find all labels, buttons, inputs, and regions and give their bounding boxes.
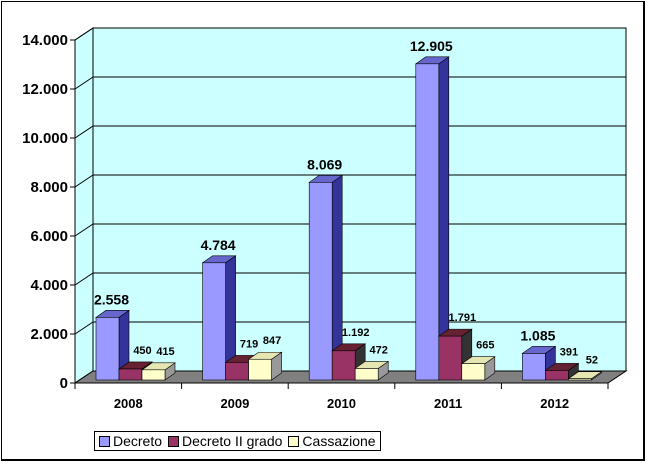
bar-decreto [308, 182, 333, 381]
data-label: 1.791 [449, 312, 477, 324]
data-label: 847 [263, 335, 281, 347]
data-label: 415 [156, 346, 174, 358]
y-tick-label: 10.000 [22, 130, 68, 147]
x-tick-label: 2011 [434, 396, 462, 411]
y-tick-label: 8.000 [30, 179, 68, 196]
x-tick-label: 2009 [220, 396, 249, 411]
back-wall [92, 27, 627, 372]
y-tick-label: 6.000 [30, 228, 68, 245]
y-tick-label: 4.000 [30, 277, 68, 294]
data-label: 12.905 [410, 38, 453, 54]
bar-decreto [522, 353, 546, 381]
gridline-side [74, 27, 94, 41]
bar-decreto-ii-grado [331, 350, 356, 381]
data-label: 2.558 [94, 291, 129, 307]
bar-decreto-ii-grado [225, 362, 249, 381]
gridline-side [74, 174, 94, 188]
legend-swatch [168, 435, 180, 447]
gridline-side [74, 321, 94, 335]
legend: Decreto Decreto II grado Cassazione [94, 431, 381, 451]
legend-label: Cassazione [302, 433, 376, 449]
legend-label: Decreto [113, 433, 163, 449]
data-label: 391 [560, 346, 578, 358]
data-label: 52 [586, 355, 598, 367]
bar-cassazione [568, 378, 592, 381]
data-label: 665 [476, 340, 494, 352]
x-tick-label: 2010 [327, 396, 356, 411]
gridline-side [74, 76, 94, 90]
legend-item: Decreto [99, 433, 162, 449]
data-label: 719 [240, 338, 258, 350]
y-tick-label: 14.000 [22, 32, 68, 49]
gridline-side [74, 125, 94, 139]
bar-decreto-ii-grado [545, 370, 569, 381]
bar-decreto [202, 262, 226, 381]
bar-cassazione [248, 358, 272, 381]
legend-item: Decreto II grado [168, 433, 282, 449]
bar-decreto-ii-grado [118, 368, 143, 381]
side-wall [74, 27, 94, 384]
y-tick-label: 2.000 [30, 326, 68, 343]
gridline-side [74, 223, 94, 237]
gridline-side [74, 272, 94, 286]
bar-decreto [95, 317, 120, 381]
bar-decreto [415, 63, 440, 381]
x-tick-label: 2008 [114, 396, 143, 411]
legend-swatch [99, 435, 110, 447]
y-tick-label: 12.000 [22, 81, 68, 98]
bar-cassazione [141, 369, 166, 381]
bar-cassazione [354, 368, 379, 381]
data-label: 472 [370, 344, 388, 356]
y-tick-label: 0 [60, 375, 68, 392]
bar-decreto-ii-grado [438, 335, 463, 381]
data-label: 450 [133, 345, 151, 357]
x-tick-label: 2012 [540, 396, 569, 411]
legend-item: Cassazione [288, 433, 376, 449]
legend-label: Decreto II grado [182, 433, 283, 449]
bar-cassazione [461, 363, 486, 381]
data-label: 1.192 [342, 327, 370, 339]
data-label: 1.085 [520, 327, 555, 343]
data-label: 4.784 [201, 237, 236, 253]
legend-swatch [288, 435, 300, 447]
data-label: 8.069 [307, 156, 342, 172]
